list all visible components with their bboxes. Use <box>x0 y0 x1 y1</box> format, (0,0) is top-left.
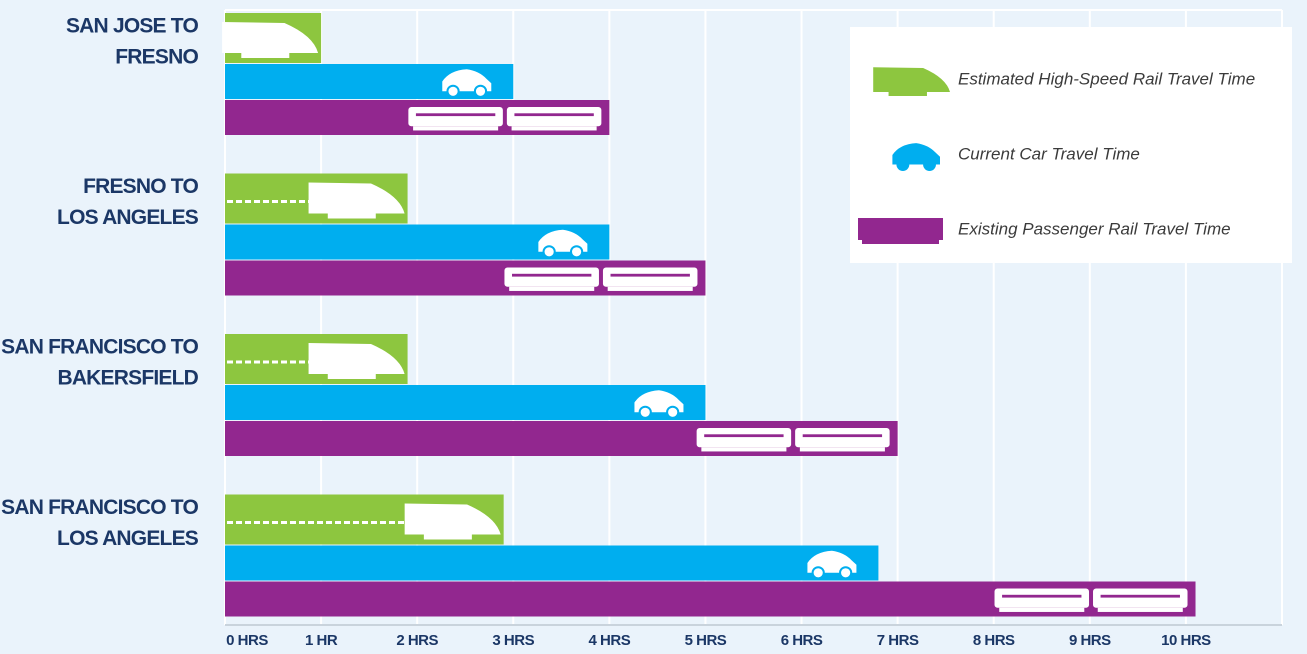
rail-car <box>696 428 792 448</box>
rail-wheels <box>799 447 885 452</box>
x-tick-label: 5 HRS <box>685 632 727 649</box>
hsr-wheels <box>327 374 376 379</box>
rail-car <box>1093 588 1188 608</box>
x-tick-label: 8 HRS <box>973 632 1015 649</box>
rail-car <box>504 267 599 287</box>
category-label: FRESNO TO <box>83 175 198 198</box>
x-tick-label: 6 HRS <box>781 632 823 649</box>
rail-stripe <box>704 434 784 438</box>
hsr-icon <box>308 343 405 374</box>
legend-label: Existing Passenger Rail Travel Time <box>958 219 1231 238</box>
category-label: SAN JOSE TO <box>66 15 198 38</box>
bar <box>225 385 706 420</box>
x-tick-label: 10 HRS <box>1161 632 1211 649</box>
category-label: SAN FRANCISCO TO <box>1 336 198 359</box>
rail-wheels <box>511 126 597 131</box>
rail-stripe <box>1002 594 1082 598</box>
legend-label: Estimated High-Speed Rail Travel Time <box>958 69 1255 88</box>
legend-label: Current Car Travel Time <box>958 144 1140 163</box>
hsr-icon <box>308 182 405 214</box>
x-tick-label: 9 HRS <box>1069 632 1111 649</box>
car-wheel <box>896 158 910 171</box>
car-wheel <box>666 405 680 419</box>
x-tick-label: 2 HRS <box>396 632 438 649</box>
x-tick-label: 4 HRS <box>589 632 631 649</box>
hsr-icon <box>222 22 319 53</box>
x-tick-label: 3 HRS <box>492 632 534 649</box>
car-wheel <box>839 566 853 580</box>
rail-car <box>506 107 602 127</box>
car-wheel <box>638 405 652 419</box>
legend-rail-wheels <box>862 240 939 244</box>
legend: Estimated High-Speed Rail Travel Time Cur… <box>850 27 1292 263</box>
rail-wheels <box>701 447 787 452</box>
hsr-wheels <box>423 534 472 540</box>
hsr-wheels <box>888 92 927 96</box>
car-wheel <box>473 84 488 98</box>
rail-stripe <box>1100 594 1180 598</box>
car-wheel <box>811 566 825 580</box>
rail-stripe <box>514 113 594 117</box>
x-tick-label: 1 HR <box>305 632 338 649</box>
rail-stripe <box>512 273 592 277</box>
rail-car <box>994 588 1090 608</box>
rail-wheels <box>413 126 499 131</box>
car-wheel <box>542 245 556 259</box>
rail-car <box>602 267 698 287</box>
hsr-wheels <box>241 53 290 58</box>
rail-wheels <box>607 286 693 291</box>
car-wheel <box>569 245 584 259</box>
rail-wheels <box>509 286 595 291</box>
category-label: BAKERSFIELD <box>57 367 198 390</box>
rail-car <box>795 428 890 448</box>
bar <box>225 545 879 581</box>
rail-car <box>408 107 503 127</box>
hsr-wheels <box>327 213 376 219</box>
x-tick-label: 7 HRS <box>877 632 919 649</box>
rail-stripe <box>610 273 690 277</box>
category-label: SAN FRANCISCO TO <box>1 496 198 519</box>
car-wheel <box>923 158 936 171</box>
hsr-icon <box>873 67 950 92</box>
rail-stripe <box>802 434 883 438</box>
category-label: FRESNO <box>115 46 198 69</box>
category-label: LOS ANGELES <box>57 527 199 550</box>
car-wheel <box>446 84 460 98</box>
x-tick-label: 0 HRS <box>226 632 268 649</box>
hsr-icon <box>404 503 501 535</box>
rail-stripe <box>415 113 496 117</box>
rail-wheels <box>999 607 1085 612</box>
rail-wheels <box>1097 607 1183 612</box>
legend-rail <box>858 218 943 240</box>
category-label: LOS ANGELES <box>57 206 199 229</box>
